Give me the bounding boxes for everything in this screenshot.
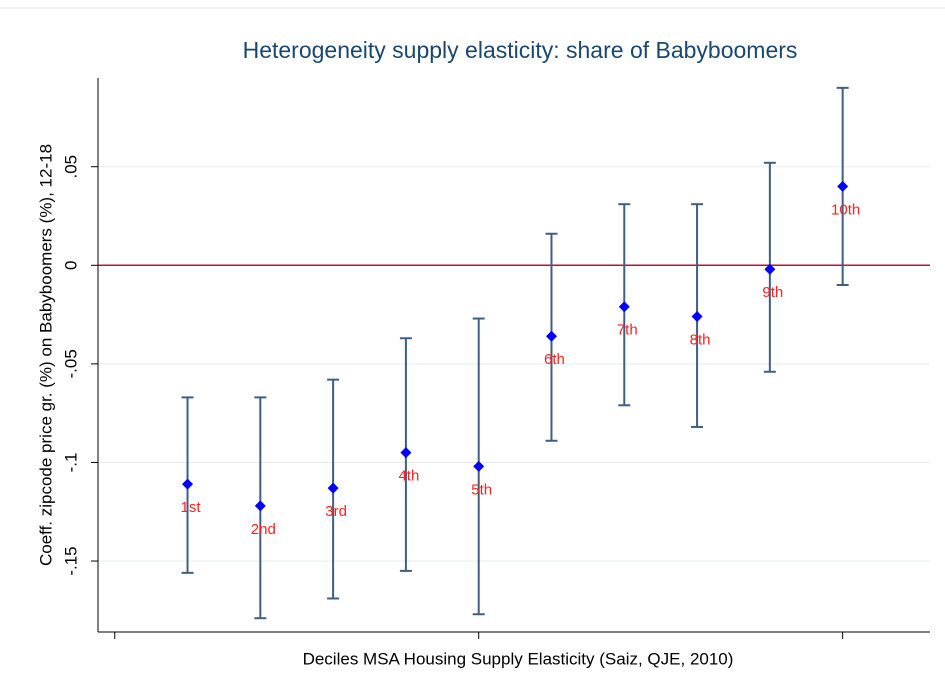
point: [254, 500, 266, 512]
point-label: 9th: [762, 284, 783, 301]
y-tick-label: -.05: [61, 349, 80, 378]
point-label: 6th: [544, 351, 565, 368]
y-tick-label: -.1: [61, 453, 80, 473]
point-label: 7th: [617, 322, 638, 339]
chart-title: Heterogeneity supply elasticity: share o…: [243, 37, 798, 63]
point: [618, 301, 630, 313]
point: [691, 311, 703, 323]
point: [837, 180, 849, 192]
point: [400, 447, 412, 459]
point: [545, 330, 557, 342]
point-label: 1st: [181, 499, 202, 516]
point-label: 3rd: [325, 503, 347, 520]
y-axis-title: Coeff. zipcode price gr. (%) on Babyboom…: [36, 144, 55, 566]
point-label: 4th: [398, 468, 419, 485]
y-tick-label: 0: [61, 261, 80, 270]
point: [182, 478, 194, 490]
point-label: 5th: [471, 481, 492, 498]
point: [764, 263, 776, 275]
y-tick-label: -.15: [61, 546, 80, 575]
point-label: 8th: [690, 332, 711, 349]
point-label: 10th: [831, 201, 860, 218]
point: [473, 460, 485, 472]
point: [327, 482, 339, 494]
point-label: 2nd: [251, 521, 276, 538]
y-tick-label: .05: [61, 155, 80, 179]
x-axis-title: Deciles MSA Housing Supply Elasticity (S…: [303, 649, 734, 668]
